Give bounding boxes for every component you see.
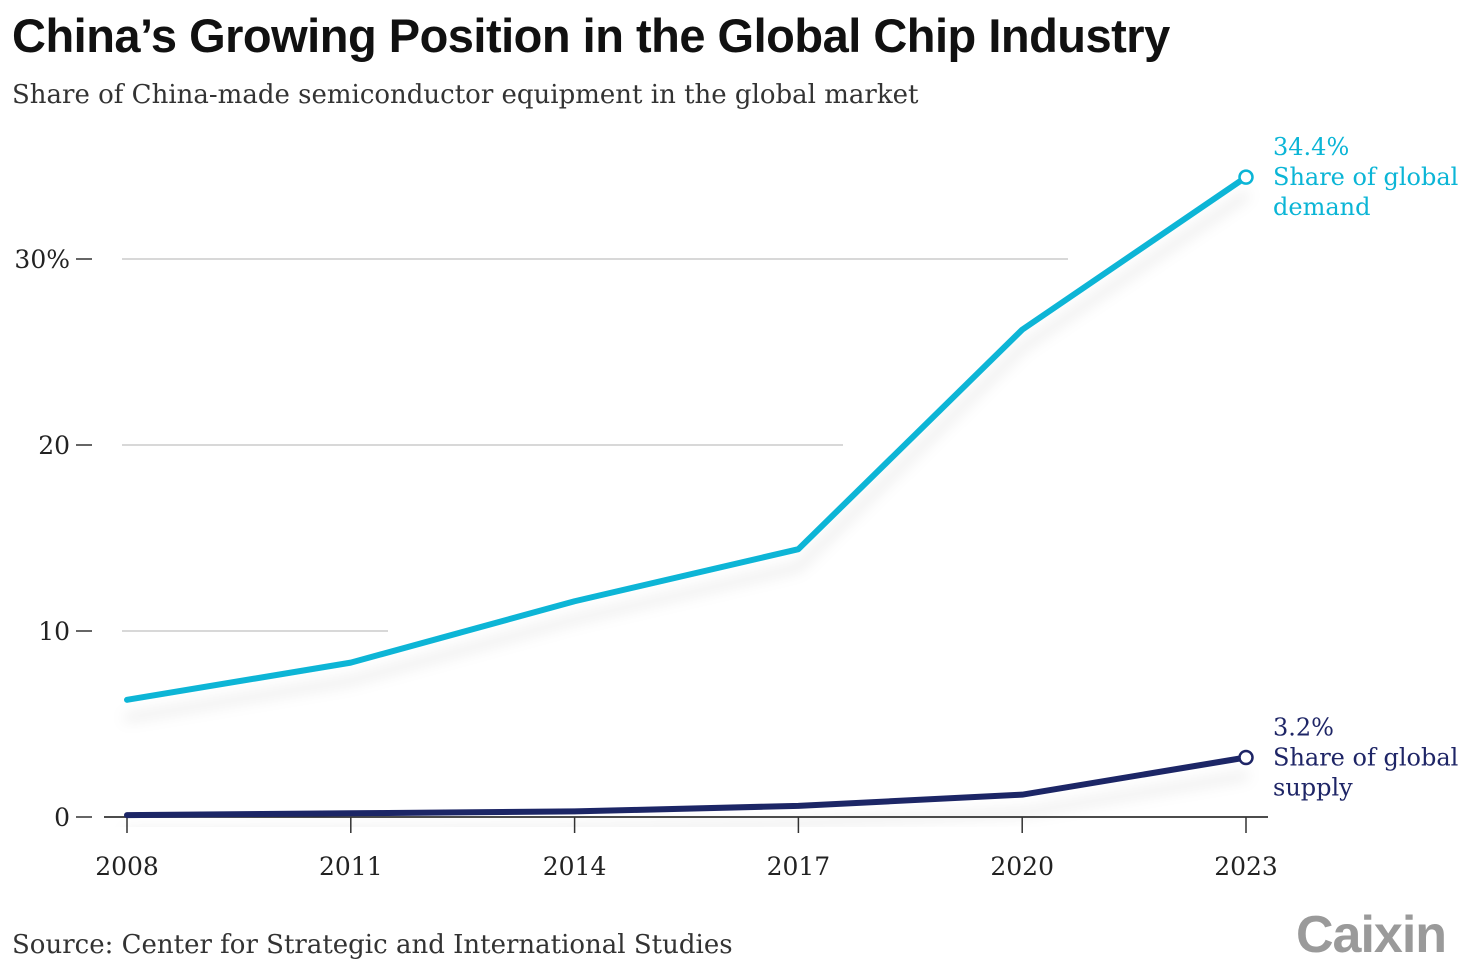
- gridlines: [122, 258, 1068, 632]
- y-tick-label: 0: [54, 803, 70, 832]
- x-tick-label: 2023: [1214, 852, 1278, 881]
- chart-subtitle: Share of China-made semiconductor equipm…: [12, 80, 919, 110]
- end-marker-share-of-global-demand: [1238, 169, 1254, 185]
- x-tick-label: 2020: [990, 852, 1054, 881]
- x-tick-label: 2014: [543, 852, 607, 881]
- end-value-label-share-of-global-supply: 3.2%: [1273, 713, 1334, 741]
- x-tick-label: 2008: [95, 852, 159, 881]
- series-name-label-share-of-global-supply: supply: [1273, 773, 1353, 801]
- series-line-share-of-global-demand: [124, 174, 1249, 703]
- source-note: Source: Center for Strategic and Interna…: [12, 930, 733, 960]
- series-line-share-of-global-supply: [124, 754, 1249, 819]
- series-name-label-share-of-global-supply: Share of global: [1273, 743, 1458, 771]
- y-tick-label: 30%: [14, 245, 70, 274]
- end-value-label-share-of-global-demand: 34.4%: [1273, 133, 1349, 161]
- x-tick-label: 2011: [319, 852, 383, 881]
- y-tick-label: 10: [38, 617, 70, 646]
- series: [124, 169, 1254, 819]
- axes: 0 10 20 30% 2008 2011 2014 2017 2020 2023: [14, 245, 1277, 881]
- series-name-label-share-of-global-demand: Share of global: [1273, 163, 1458, 191]
- caixin-logo: Caixin: [1296, 906, 1447, 964]
- end-marker-share-of-global-supply: [1238, 749, 1254, 766]
- y-tick-label: 20: [38, 431, 70, 460]
- chart-title: China’s Growing Position in the Global C…: [12, 9, 1170, 62]
- series-name-label-share-of-global-demand: demand: [1273, 193, 1370, 221]
- x-tick-label: 2017: [767, 852, 831, 881]
